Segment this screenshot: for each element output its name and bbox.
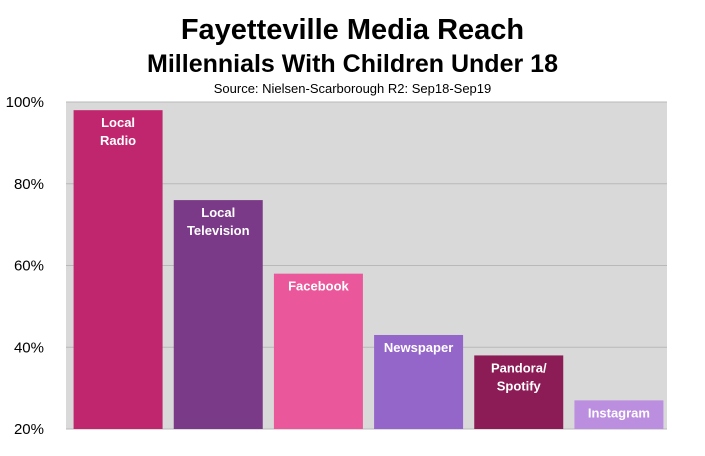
bar xyxy=(173,200,263,429)
y-axis: 20% 40% 60% 80% 100% xyxy=(6,94,44,438)
y-tick-label: 60% xyxy=(14,258,44,275)
y-tick-label: 40% xyxy=(14,339,44,356)
bar-data-label: Pandora/Spotify xyxy=(491,360,547,393)
bar xyxy=(273,273,363,429)
chart-subtitle: Millennials With Children Under 18 xyxy=(147,50,558,78)
bar xyxy=(574,400,664,429)
bar xyxy=(374,334,464,429)
bar xyxy=(474,355,564,429)
bar-data-label: Instagram xyxy=(588,405,650,420)
y-tick-label: 100% xyxy=(6,94,44,111)
bar xyxy=(73,110,163,430)
bar-data-label: Local Radio xyxy=(100,115,136,148)
chart-source: Source: Nielsen-Scarborough R2: Sep18-Se… xyxy=(213,81,492,96)
bar-data-label: Local Television xyxy=(187,205,250,238)
bar-data-label: Facebook xyxy=(288,279,349,294)
y-tick-label: 80% xyxy=(14,176,44,193)
bars xyxy=(73,110,664,430)
chart-title: Fayetteville Media Reach xyxy=(180,14,525,46)
bar-data-label: Newspaper xyxy=(384,340,453,355)
bar-labels: Local Radio Local Television Facebook Newspap… xyxy=(100,115,650,420)
y-tick-label: 20% xyxy=(14,421,44,438)
grid-lines xyxy=(66,101,667,430)
